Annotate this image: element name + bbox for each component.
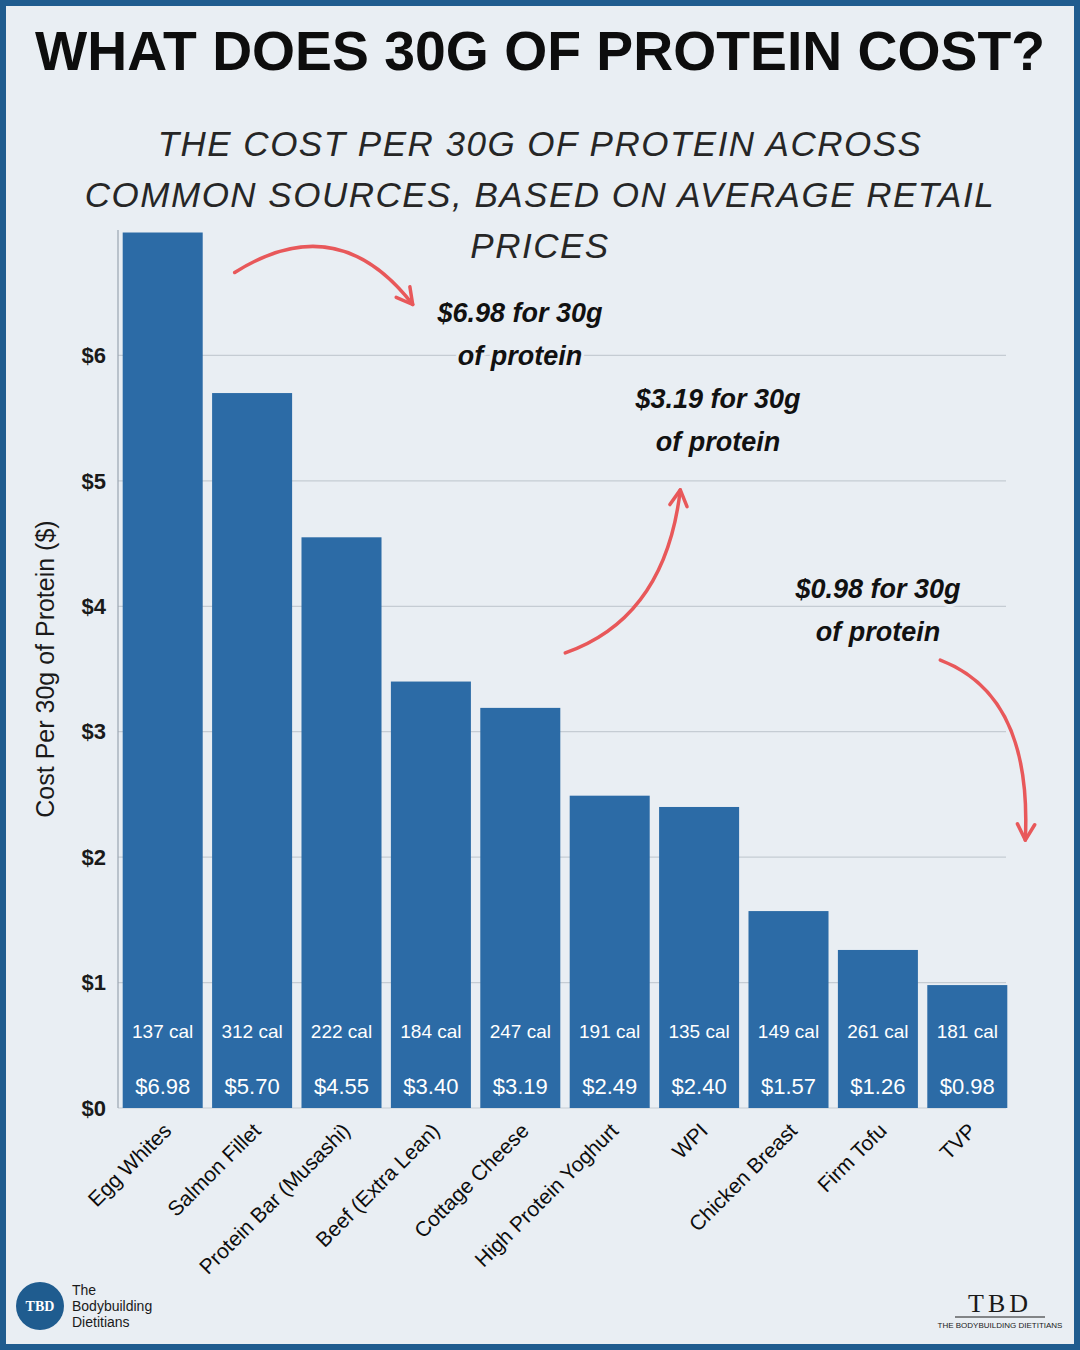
x-tick-label: Salmon Fillet (163, 1118, 265, 1220)
y-tick-label: $0 (82, 1096, 106, 1121)
bar (659, 807, 739, 1108)
annotation-arrow (235, 246, 413, 304)
brand-tagline: THE BODYBUILDING DIETITIANS (938, 1321, 1063, 1330)
x-tick-label: TVP (935, 1119, 980, 1164)
annotation-arrowhead (396, 287, 412, 305)
calorie-label: 261 cal (847, 1021, 908, 1042)
y-tick-label: $5 (82, 469, 106, 494)
chart-root: WHAT DOES 30G OF PROTEIN COST? THE COST P… (0, 0, 1080, 1350)
y-tick-label: $3 (82, 719, 106, 744)
logo-text: TBD (26, 1299, 55, 1314)
value-label: $3.40 (403, 1074, 458, 1099)
subtitle: THE COST PER 30G OF PROTEIN ACROSS (158, 124, 923, 163)
logo-text-right: TBD (968, 1289, 1032, 1318)
annotation-arrowhead (1017, 824, 1034, 840)
subtitle: COMMON SOURCES, BASED ON AVERAGE RETAIL (85, 175, 995, 214)
bar (927, 985, 1007, 1108)
calorie-label: 222 cal (311, 1021, 372, 1042)
y-tick-label: $6 (82, 343, 106, 368)
value-label: $0.98 (940, 1074, 995, 1099)
bar (391, 682, 471, 1108)
value-label: $1.57 (761, 1074, 816, 1099)
y-tick-label: $2 (82, 845, 106, 870)
grid (118, 355, 1006, 1108)
value-label: $2.40 (672, 1074, 727, 1099)
annotation-arrow (565, 490, 680, 653)
y-axis-line (117, 230, 118, 1108)
calorie-label: 184 cal (400, 1021, 461, 1042)
bar (301, 537, 381, 1108)
calorie-label: 181 cal (937, 1021, 998, 1042)
x-tick-label: Firm Tofu (813, 1119, 891, 1197)
brand-name: The (72, 1282, 96, 1298)
value-label: $1.26 (850, 1074, 905, 1099)
x-tick-label: Protein Bar (Musashi) (194, 1119, 354, 1279)
annotation-text: of protein (816, 617, 940, 647)
calorie-label: 137 cal (132, 1021, 193, 1042)
logo-circle (16, 1282, 64, 1330)
value-label: $3.19 (493, 1074, 548, 1099)
title: WHAT DOES 30G OF PROTEIN COST? (35, 19, 1045, 82)
value-label: $4.55 (314, 1074, 369, 1099)
y-axis-title: Cost Per 30g of Protein ($) (31, 520, 59, 817)
logo-rule (955, 1317, 1045, 1318)
y-tick-label: $4 (82, 594, 107, 619)
value-label: $6.98 (135, 1074, 190, 1099)
brand-name: Bodybuilding (72, 1298, 152, 1314)
annotation-text: $6.98 for 30g (436, 298, 603, 328)
annotation-text: $3.19 for 30g (634, 384, 801, 414)
x-tick-label: Chicken Breast (684, 1118, 801, 1235)
annotation-text: $0.98 for 30g (794, 574, 961, 604)
annotation-text: of protein (656, 427, 780, 457)
subtitle: PRICES (470, 226, 609, 265)
y-tick-label: $1 (82, 970, 106, 995)
x-tick-label: WPI (668, 1119, 712, 1163)
bars (123, 233, 1008, 1108)
brand-name: Dietitians (72, 1314, 130, 1330)
value-label: $2.49 (582, 1074, 637, 1099)
frame (3, 3, 1077, 1347)
x-tick-label: Egg Whites (83, 1119, 175, 1211)
bar (838, 950, 918, 1108)
calorie-label: 149 cal (758, 1021, 819, 1042)
calorie-label: 191 cal (579, 1021, 640, 1042)
annotation-text: of protein (458, 341, 582, 371)
background (0, 0, 1080, 1350)
x-tick-labels: Egg WhitesSalmon FilletProtein Bar (Musa… (83, 1118, 980, 1278)
bar (123, 233, 203, 1108)
bar (570, 796, 650, 1108)
calorie-label: 135 cal (668, 1021, 729, 1042)
value-label: $5.70 (225, 1074, 280, 1099)
branding: TBD TheBodybuildingDietitians TBD THE BODYB… (16, 1282, 1062, 1330)
calorie-label: 247 cal (490, 1021, 551, 1042)
bar-labels: 137 cal $6.98 312 cal $5.70 222 cal $4.55 184 … (132, 1021, 998, 1099)
annotations: $6.98 for 30g of protein $3.19 for 30g of p… (235, 246, 1035, 840)
calorie-label: 312 cal (221, 1021, 282, 1042)
bar (748, 911, 828, 1108)
bar (480, 708, 560, 1108)
annotation-arrow (940, 660, 1025, 840)
annotation-arrowhead (670, 490, 687, 507)
bar (212, 393, 292, 1108)
x-tick-label: High Protein Yoghurt (470, 1118, 623, 1271)
